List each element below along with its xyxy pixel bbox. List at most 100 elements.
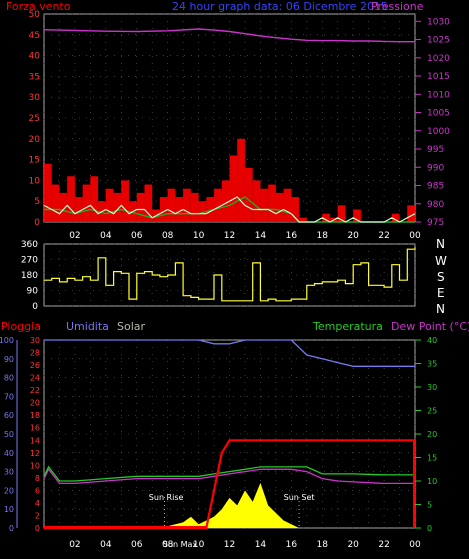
humidity-y-tick-label: 80	[4, 374, 14, 383]
pressure-y-tick-label: 1005	[427, 109, 450, 119]
wind-gust-bar	[291, 197, 300, 222]
pressure-y-tick-label: 1000	[427, 127, 450, 137]
wind-y-tick-label: 30	[29, 93, 41, 103]
humidity-y-tick-label: 50	[4, 430, 14, 439]
wind-gust-bar	[252, 180, 261, 222]
x-tick-label: 04	[100, 231, 112, 241]
wind-dir-y-tick-label: 90	[27, 287, 39, 297]
wind-gust-bar	[159, 197, 168, 222]
rain-y-tick-label: 30	[30, 336, 40, 345]
wind-avg-line	[43, 196, 416, 223]
wind-dir-y-tick-label: 0	[32, 302, 38, 312]
humidity-y-tick-label: 100	[0, 336, 14, 345]
wind-y-tick-label: 50	[29, 10, 41, 20]
wind-dir-letter-n-top: N	[436, 237, 445, 251]
humidity-y-tick-label: 30	[4, 468, 14, 477]
rain-y-tick-label: 8	[35, 474, 40, 483]
x-tick-label: 12	[224, 231, 235, 241]
x-tick-label: 08	[162, 540, 174, 550]
rain-y-tick-label: 18	[30, 411, 40, 420]
x-tick-label: 02	[69, 540, 80, 550]
wind-dir-y-tick-label: 180	[21, 271, 38, 281]
wind-gust-bar	[299, 217, 307, 222]
humidity-y-tick-label: 70	[4, 392, 14, 401]
wind-gust-bar	[260, 188, 269, 222]
wind-y-tick-label: 40	[29, 52, 41, 62]
x-tick-label: 00	[409, 231, 421, 241]
wind-gust-bar	[353, 209, 361, 222]
pressure-y-tick-label: 980	[427, 200, 444, 210]
rain-y-tick-label: 0	[35, 524, 40, 533]
pressure-y-tick-label: 1030	[427, 17, 450, 27]
wind-gust-bar	[237, 138, 245, 222]
wind-gust-bar	[105, 188, 114, 222]
rain-y-tick-label: 4	[35, 499, 40, 508]
wind-y-tick-label: 0	[34, 218, 40, 228]
temperature-y-tick-label: 10	[427, 477, 437, 486]
x-tick-label: 10	[193, 231, 205, 241]
humidity-y-tick-label: 0	[9, 524, 14, 533]
x-tick-label: 18	[317, 540, 329, 550]
wind-y-tick-label: 15	[29, 156, 40, 166]
x-tick-label: 20	[347, 231, 359, 241]
rain-y-tick-label: 10	[30, 461, 40, 470]
wind-gust-bar	[74, 197, 83, 222]
pressure-y-tick-label: 975	[427, 218, 444, 228]
pressure-y-tick-label: 990	[427, 163, 444, 173]
wind-gust-bar	[214, 188, 222, 222]
rain-y-tick-label: 22	[30, 386, 40, 395]
wind-gust-bar	[175, 197, 184, 222]
temperature-y-tick-label: 5	[427, 501, 432, 510]
pressure-line	[43, 28, 415, 43]
x-tick-label: 16	[286, 540, 298, 550]
rain-y-tick-label: 26	[30, 361, 40, 370]
x-tick-label: 10	[193, 540, 205, 550]
wind-speed-axis-label: Forza vento	[6, 0, 71, 13]
wind-gust-bar	[268, 184, 276, 222]
wind-gust-bar	[59, 192, 68, 222]
rain-y-tick-label: 6	[35, 486, 40, 495]
rain-y-tick-label: 14	[30, 436, 40, 445]
pressure-y-tick-label: 985	[427, 182, 444, 192]
x-tick-label: 20	[347, 540, 359, 550]
wind-gust-bar	[322, 213, 330, 222]
graph-title: 24 hour graph data: 06 Dicembre 2015	[172, 0, 388, 13]
x-tick-label: 06	[131, 540, 143, 550]
x-tick-label: 14	[255, 540, 267, 550]
x-tick-label: 08	[162, 231, 174, 241]
wind-y-tick-label: 5	[34, 197, 40, 207]
wind-y-tick-label: 20	[29, 135, 41, 145]
pressure-y-tick-label: 1010	[427, 90, 450, 100]
sun-max-annotation: Sun Max	[163, 540, 198, 549]
temperature-line	[43, 465, 415, 482]
x-tick-label: 12	[224, 540, 235, 550]
wind-gust-bar	[82, 184, 91, 222]
wind-gust-bar	[391, 213, 400, 222]
pressure-y-tick-label: 1025	[427, 36, 450, 46]
x-tick-label: 06	[131, 231, 143, 241]
x-tick-label: 22	[378, 231, 389, 241]
humidity-y-tick-label: 60	[4, 411, 14, 420]
rain-y-tick-label: 16	[30, 424, 40, 433]
wind-gust-bar	[44, 163, 52, 222]
wind-gust-bar	[206, 197, 215, 222]
wind-y-tick-label: 25	[29, 114, 40, 124]
rain-y-tick-label: 2	[35, 511, 40, 520]
wind-gust-bar	[283, 188, 292, 222]
temperature-y-tick-label: 20	[427, 430, 437, 439]
wind-gust-bar	[121, 180, 130, 222]
rain-y-tick-label: 20	[30, 399, 40, 408]
wind-y-tick-label: 35	[29, 72, 40, 82]
x-tick-label: 00	[409, 540, 421, 550]
wind-y-tick-label: 10	[29, 176, 41, 186]
solar-axis-label: Solar	[117, 320, 146, 333]
wind-gust-bar	[183, 188, 191, 222]
rain-y-tick-label: 12	[30, 449, 40, 458]
wind-gust-bar	[229, 155, 238, 222]
wind-gust-bar	[337, 205, 346, 222]
wind-gust-bar	[67, 176, 75, 222]
wind-gust-bar	[90, 176, 99, 222]
sunrise-annotation: Sun Rise	[149, 493, 184, 502]
wind-dir-letter-e: E	[437, 286, 445, 300]
sunset-annotation: Sun Set	[284, 493, 315, 502]
